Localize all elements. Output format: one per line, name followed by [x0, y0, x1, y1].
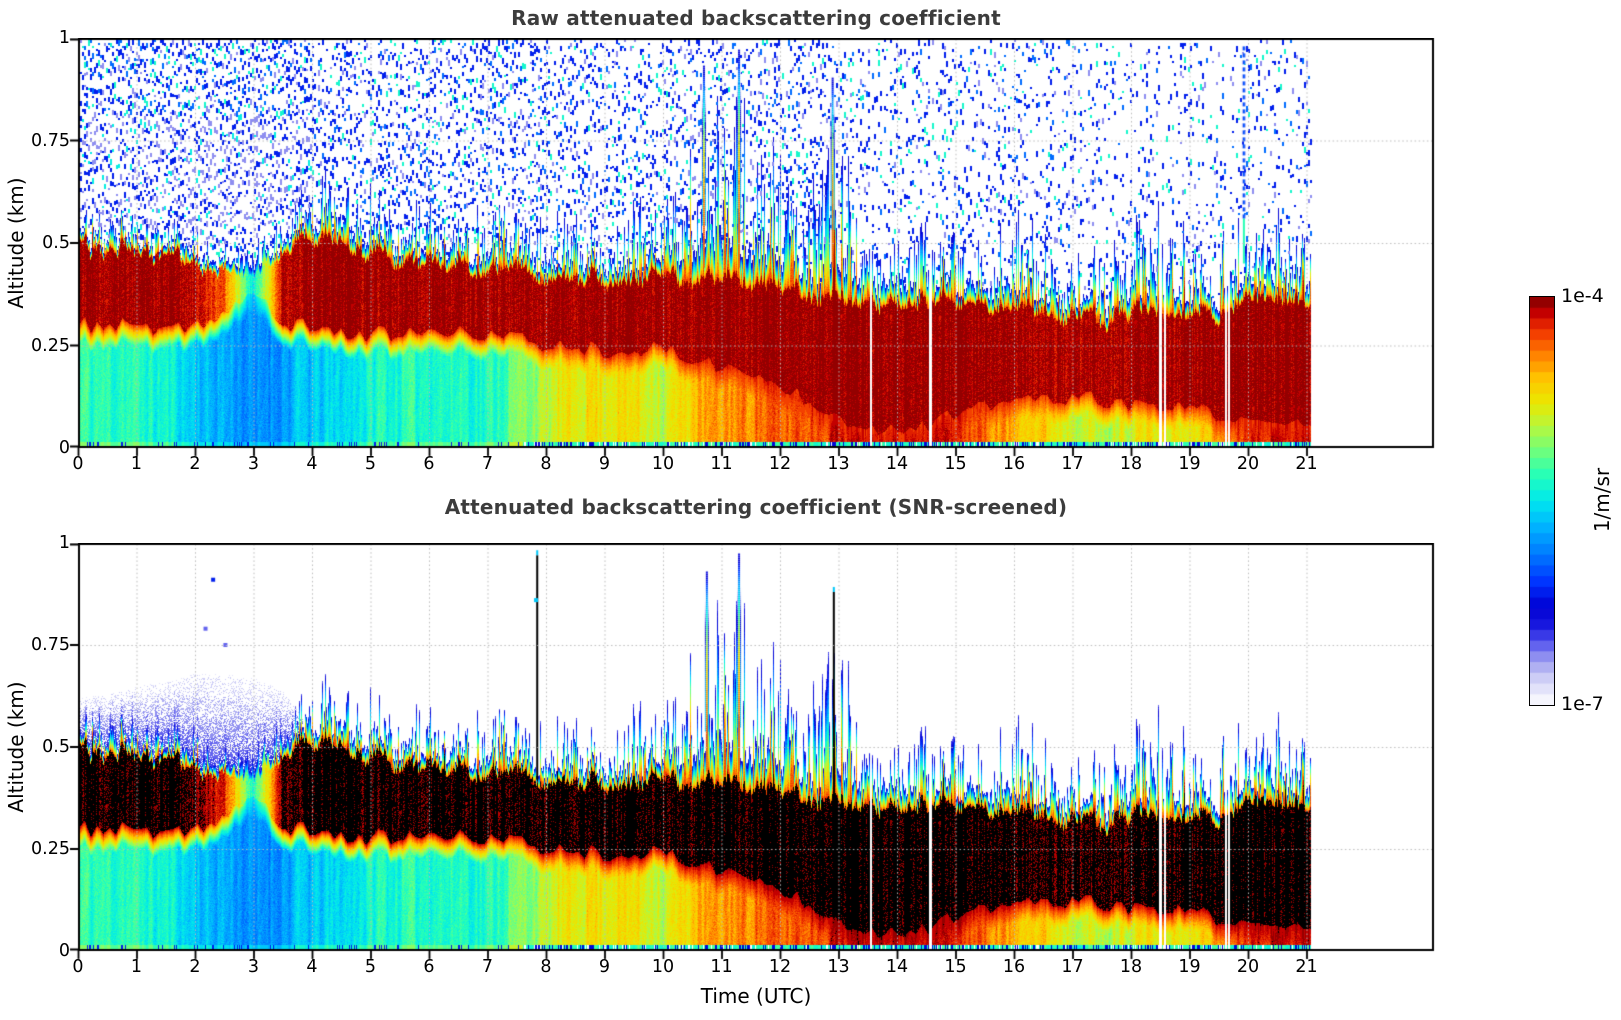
x-tick-label: 20 — [1236, 454, 1260, 474]
x-tick-label: 14 — [885, 957, 909, 977]
x-tick-label: 13 — [827, 957, 850, 977]
panel2-heatmap-canvas — [58, 543, 1438, 969]
colorbar-min-label: 1e-7 — [1561, 693, 1604, 715]
x-tick-label: 11 — [710, 957, 733, 977]
x-tick-label: 12 — [768, 454, 792, 474]
panel1-title: Raw attenuated backscattering coefficien… — [511, 6, 1001, 30]
x-tick-label: 2 — [189, 957, 201, 977]
x-tick-label: 2 — [189, 454, 201, 474]
y-tick-label: 0.5 — [42, 233, 70, 253]
x-tick-label: 5 — [364, 454, 377, 474]
y-tick-label: 1 — [58, 533, 70, 553]
y-tick-label: 1 — [58, 28, 70, 48]
x-tick-label: 16 — [1002, 957, 1026, 977]
x-tick-label: 14 — [885, 454, 909, 474]
panel1-heatmap-canvas — [58, 38, 1438, 466]
x-tick-label: 17 — [1061, 957, 1084, 977]
x-tick-label: 8 — [540, 957, 552, 977]
y-tick-label: 0 — [58, 941, 70, 961]
x-tick-label: 5 — [364, 957, 377, 977]
x-tick-label: 18 — [1119, 454, 1143, 474]
x-tick-label: 9 — [598, 957, 611, 977]
x-tick-label: 4 — [306, 957, 318, 977]
x-tick-label: 10 — [651, 957, 675, 977]
x-tick-label: 19 — [1178, 454, 1201, 474]
x-tick-label: 16 — [1002, 454, 1026, 474]
x-tick-label: 15 — [944, 957, 967, 977]
colorbar-unit-label: 1/m/sr — [1590, 467, 1614, 533]
x-tick-label: 10 — [651, 454, 675, 474]
x-tick-label: 11 — [710, 454, 733, 474]
y-tick-label: 0.5 — [42, 737, 70, 757]
x-tick-label: 13 — [827, 454, 850, 474]
x-tick-label: 9 — [598, 454, 611, 474]
panel2-title: Attenuated backscattering coefficient (S… — [444, 495, 1068, 519]
x-tick-label: 3 — [247, 957, 260, 977]
y-tick-label: 0 — [58, 438, 70, 458]
x-tick-label: 3 — [247, 454, 260, 474]
x-tick-label: 19 — [1178, 957, 1201, 977]
x-tick-label: 1 — [130, 454, 143, 474]
x-tick-label: 7 — [481, 957, 494, 977]
x-tick-label: 6 — [423, 957, 435, 977]
colorbar-canvas — [1529, 296, 1555, 706]
x-tick-label: 1 — [130, 957, 143, 977]
y-tick-label: 0.75 — [31, 130, 70, 151]
x-tick-label: 4 — [306, 454, 318, 474]
y-tick-label: 0.75 — [31, 635, 70, 655]
x-tick-label: 12 — [768, 957, 792, 977]
x-tick-label: 20 — [1236, 957, 1260, 977]
colorbar-max-label: 1e-4 — [1561, 285, 1604, 307]
x-tick-label: 0 — [72, 454, 84, 474]
x-tick-label: 17 — [1061, 454, 1084, 474]
x-tick-label: 8 — [540, 454, 552, 474]
x-tick-label: 18 — [1119, 957, 1143, 977]
x-tick-label: 7 — [481, 454, 494, 474]
y-tick-label: 0.25 — [31, 839, 70, 859]
x-tick-label: 21 — [1295, 454, 1318, 474]
x-tick-label: 0 — [72, 957, 84, 977]
x-tick-label: 6 — [423, 454, 435, 474]
x-tick-label: 15 — [944, 454, 967, 474]
x-tick-label: 21 — [1295, 957, 1318, 977]
x-axis-label: Time (UTC) — [700, 984, 812, 1008]
y-tick-label: 0.25 — [31, 335, 70, 356]
